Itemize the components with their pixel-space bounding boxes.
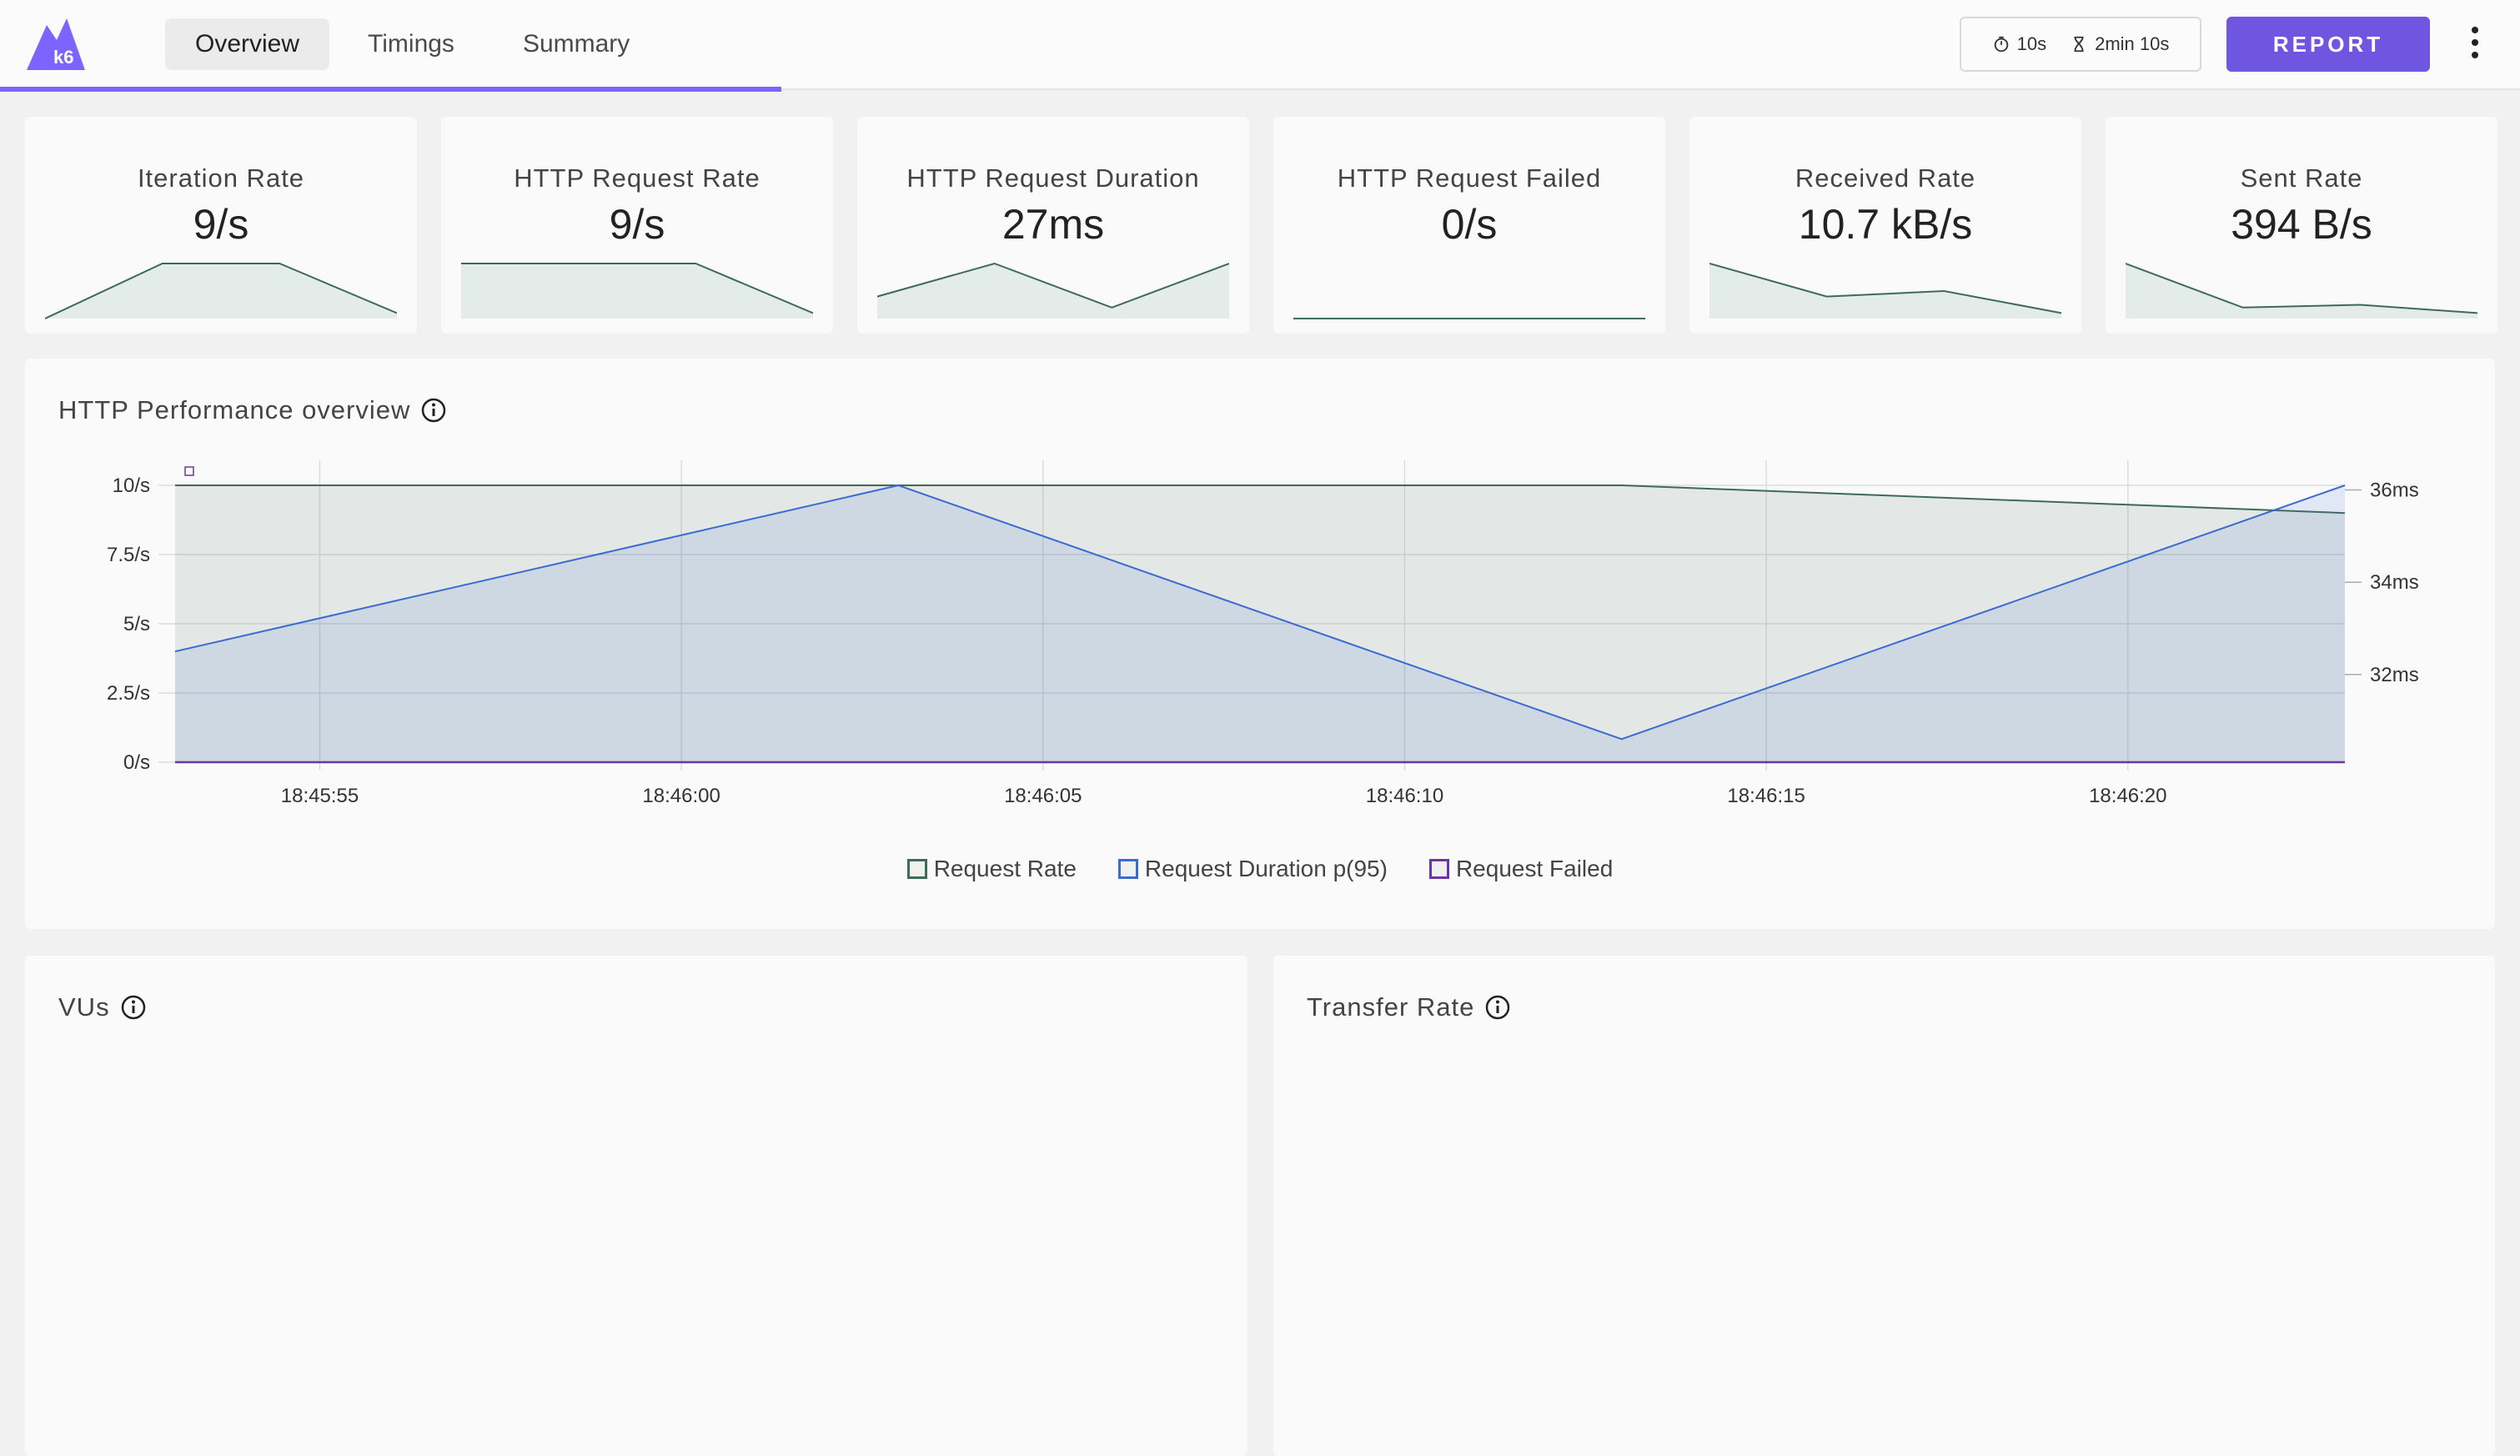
stat-card-sent-rate: Sent Rate 394 B/s	[2106, 117, 2497, 334]
stat-label: HTTP Request Duration	[906, 163, 1200, 193]
sparkline-area	[461, 264, 813, 319]
sparkline	[877, 262, 1229, 319]
http-performance-title: HTTP Performance overview	[58, 395, 447, 425]
stat-card-http-request-duration: HTTP Request Duration 27ms	[857, 117, 1249, 334]
panel-title-text: Transfer Rate	[1307, 992, 1475, 1022]
remaining-time: 2min 10s	[2095, 33, 2170, 54]
panel-title-text: VUs	[58, 992, 110, 1022]
legend-label: Request Failed	[1455, 856, 1614, 881]
stat-label: Sent Rate	[2240, 163, 2363, 193]
stat-card-received-rate: Received Rate 10.7 kB/s	[1689, 117, 2081, 334]
stat-label: HTTP Request Rate	[514, 163, 761, 193]
elapsed-time: 10s	[2016, 33, 2047, 54]
stopwatch-icon	[1994, 36, 2008, 53]
sparkline-line	[2126, 263, 2477, 314]
stat-card-http-request-rate: HTTP Request Rate 9/s	[441, 117, 833, 334]
tab-timings[interactable]: Timings	[368, 30, 454, 58]
sparkline-line	[877, 262, 1229, 309]
tab-summary[interactable]: Summary	[522, 30, 630, 58]
sparkline-area	[877, 264, 1229, 319]
hourglass-icon	[2074, 36, 2084, 53]
sparkline-line	[45, 263, 397, 319]
info-icon[interactable]	[1484, 994, 1511, 1021]
http-performance-panel	[25, 359, 2495, 929]
stat-label: HTTP Request Failed	[1337, 163, 1602, 193]
info-icon[interactable]	[420, 397, 447, 424]
legend-swatch	[906, 859, 927, 879]
sparkline	[45, 263, 397, 319]
stat-value: 9/s	[193, 201, 249, 248]
stat-card-iteration-rate: Iteration Rate 9/s	[25, 117, 417, 334]
svg-text:k6: k6	[53, 47, 73, 68]
sparkline	[461, 263, 813, 319]
vus-title: VUs	[58, 992, 147, 1022]
legend-request-failed[interactable]: Request Failed	[1428, 856, 1614, 882]
sparkline-line	[1709, 263, 2061, 314]
tab-overview[interactable]: Overview	[165, 18, 330, 70]
report-button[interactable]: REPORT	[2226, 17, 2430, 72]
k6-logo[interactable]: k6	[25, 15, 87, 72]
info-icon[interactable]	[120, 994, 147, 1021]
more-options-icon[interactable]	[2467, 23, 2483, 65]
stat-value: 9/s	[609, 201, 665, 248]
legend-label: Request Duration p(95)	[1144, 856, 1388, 881]
sparkline	[2126, 263, 2477, 319]
legend-request-duration[interactable]: Request Duration p(95)	[1117, 856, 1388, 882]
stat-label: Received Rate	[1795, 163, 1976, 193]
sparkline-area	[2126, 264, 2477, 319]
sparkline-line	[461, 263, 813, 314]
stat-value: 10.7 kB/s	[1798, 201, 1973, 248]
stat-value: 27ms	[1001, 201, 1105, 248]
legend-swatch	[1428, 859, 1449, 879]
chart-legend: Request Rate Request Duration p(95) Requ…	[0, 856, 2520, 882]
sparkline	[1709, 263, 2061, 319]
nav-tabs: Overview Timings Summary	[165, 18, 668, 70]
stat-label: Iteration Rate	[137, 163, 305, 193]
stat-value: 0/s	[1441, 201, 1498, 248]
sparkline	[1293, 318, 1645, 319]
legend-request-rate[interactable]: Request Rate	[906, 856, 1077, 882]
vus-panel	[25, 956, 1247, 1456]
legend-label: Request Rate	[933, 856, 1077, 881]
panel-title-text: HTTP Performance overview	[58, 395, 411, 424]
legend-swatch	[1117, 859, 1138, 879]
transfer-rate-title: Transfer Rate	[1307, 992, 1511, 1022]
top-bar: k6 Overview Timings Summary 10s 2min 10s…	[0, 0, 2520, 90]
transfer-rate-panel	[1273, 956, 2495, 1456]
test-progress-bar	[0, 87, 781, 92]
test-timer: 10s 2min 10s	[1960, 17, 2201, 72]
sparkline-area	[1709, 264, 2061, 319]
stat-value: 394 B/s	[2231, 201, 2372, 248]
sparkline-area	[45, 264, 397, 319]
stat-card-http-request-failed: HTTP Request Failed 0/s	[1273, 117, 1665, 334]
